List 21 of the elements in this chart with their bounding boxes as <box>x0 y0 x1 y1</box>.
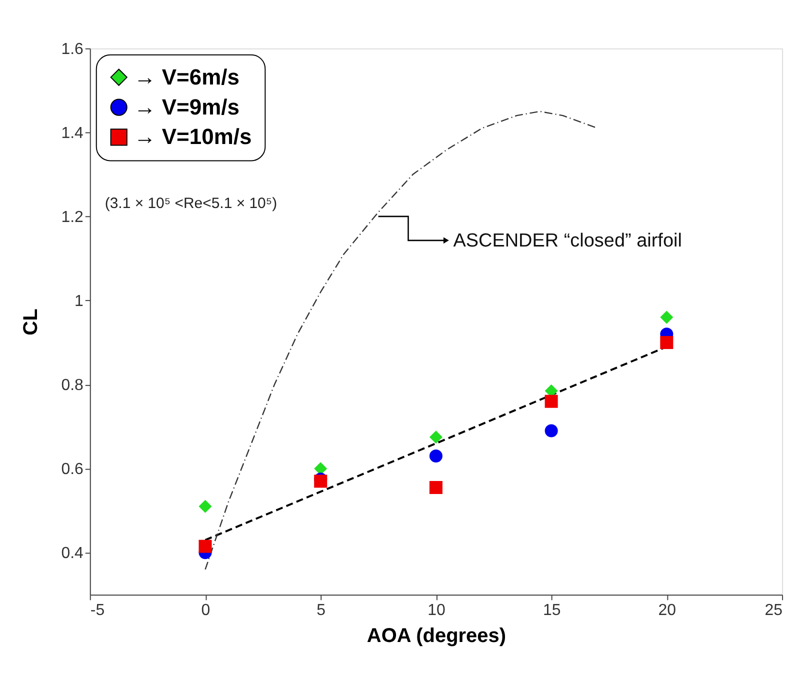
x-tick-label: 10 <box>428 602 446 620</box>
y-tick-label: 0.4 <box>61 545 84 562</box>
x-tick-label: 5 <box>316 602 326 620</box>
y-tick-label: 1.6 <box>61 40 84 58</box>
x-tick-label: 0 <box>201 602 210 620</box>
x-axis-title: AOA (degrees) <box>366 625 506 648</box>
annotation: ASCENDER “closed” airfoil <box>453 230 682 252</box>
x-tick-label: 15 <box>542 602 561 620</box>
y-tick-label: 0.6 <box>61 461 84 478</box>
x-tick-label: -5 <box>90 602 105 620</box>
annotation: (3.1 × 10⁵ <Re<5.1 × 10⁵) <box>104 195 278 212</box>
y-tick-label: 1 <box>74 292 84 310</box>
legend-label: → V=9m/s <box>134 94 240 120</box>
legend-label: → V=10m/s <box>134 124 252 150</box>
y-axis-title: CL <box>20 308 42 336</box>
y-tick-label: 1.2 <box>61 208 84 226</box>
x-tick-label: 25 <box>764 602 783 620</box>
y-tick-label: 0.8 <box>61 377 84 394</box>
y-tick-label: 1.4 <box>61 124 84 142</box>
legend-label: → V=6m/s <box>134 64 240 90</box>
x-tick-label: 20 <box>658 602 676 620</box>
